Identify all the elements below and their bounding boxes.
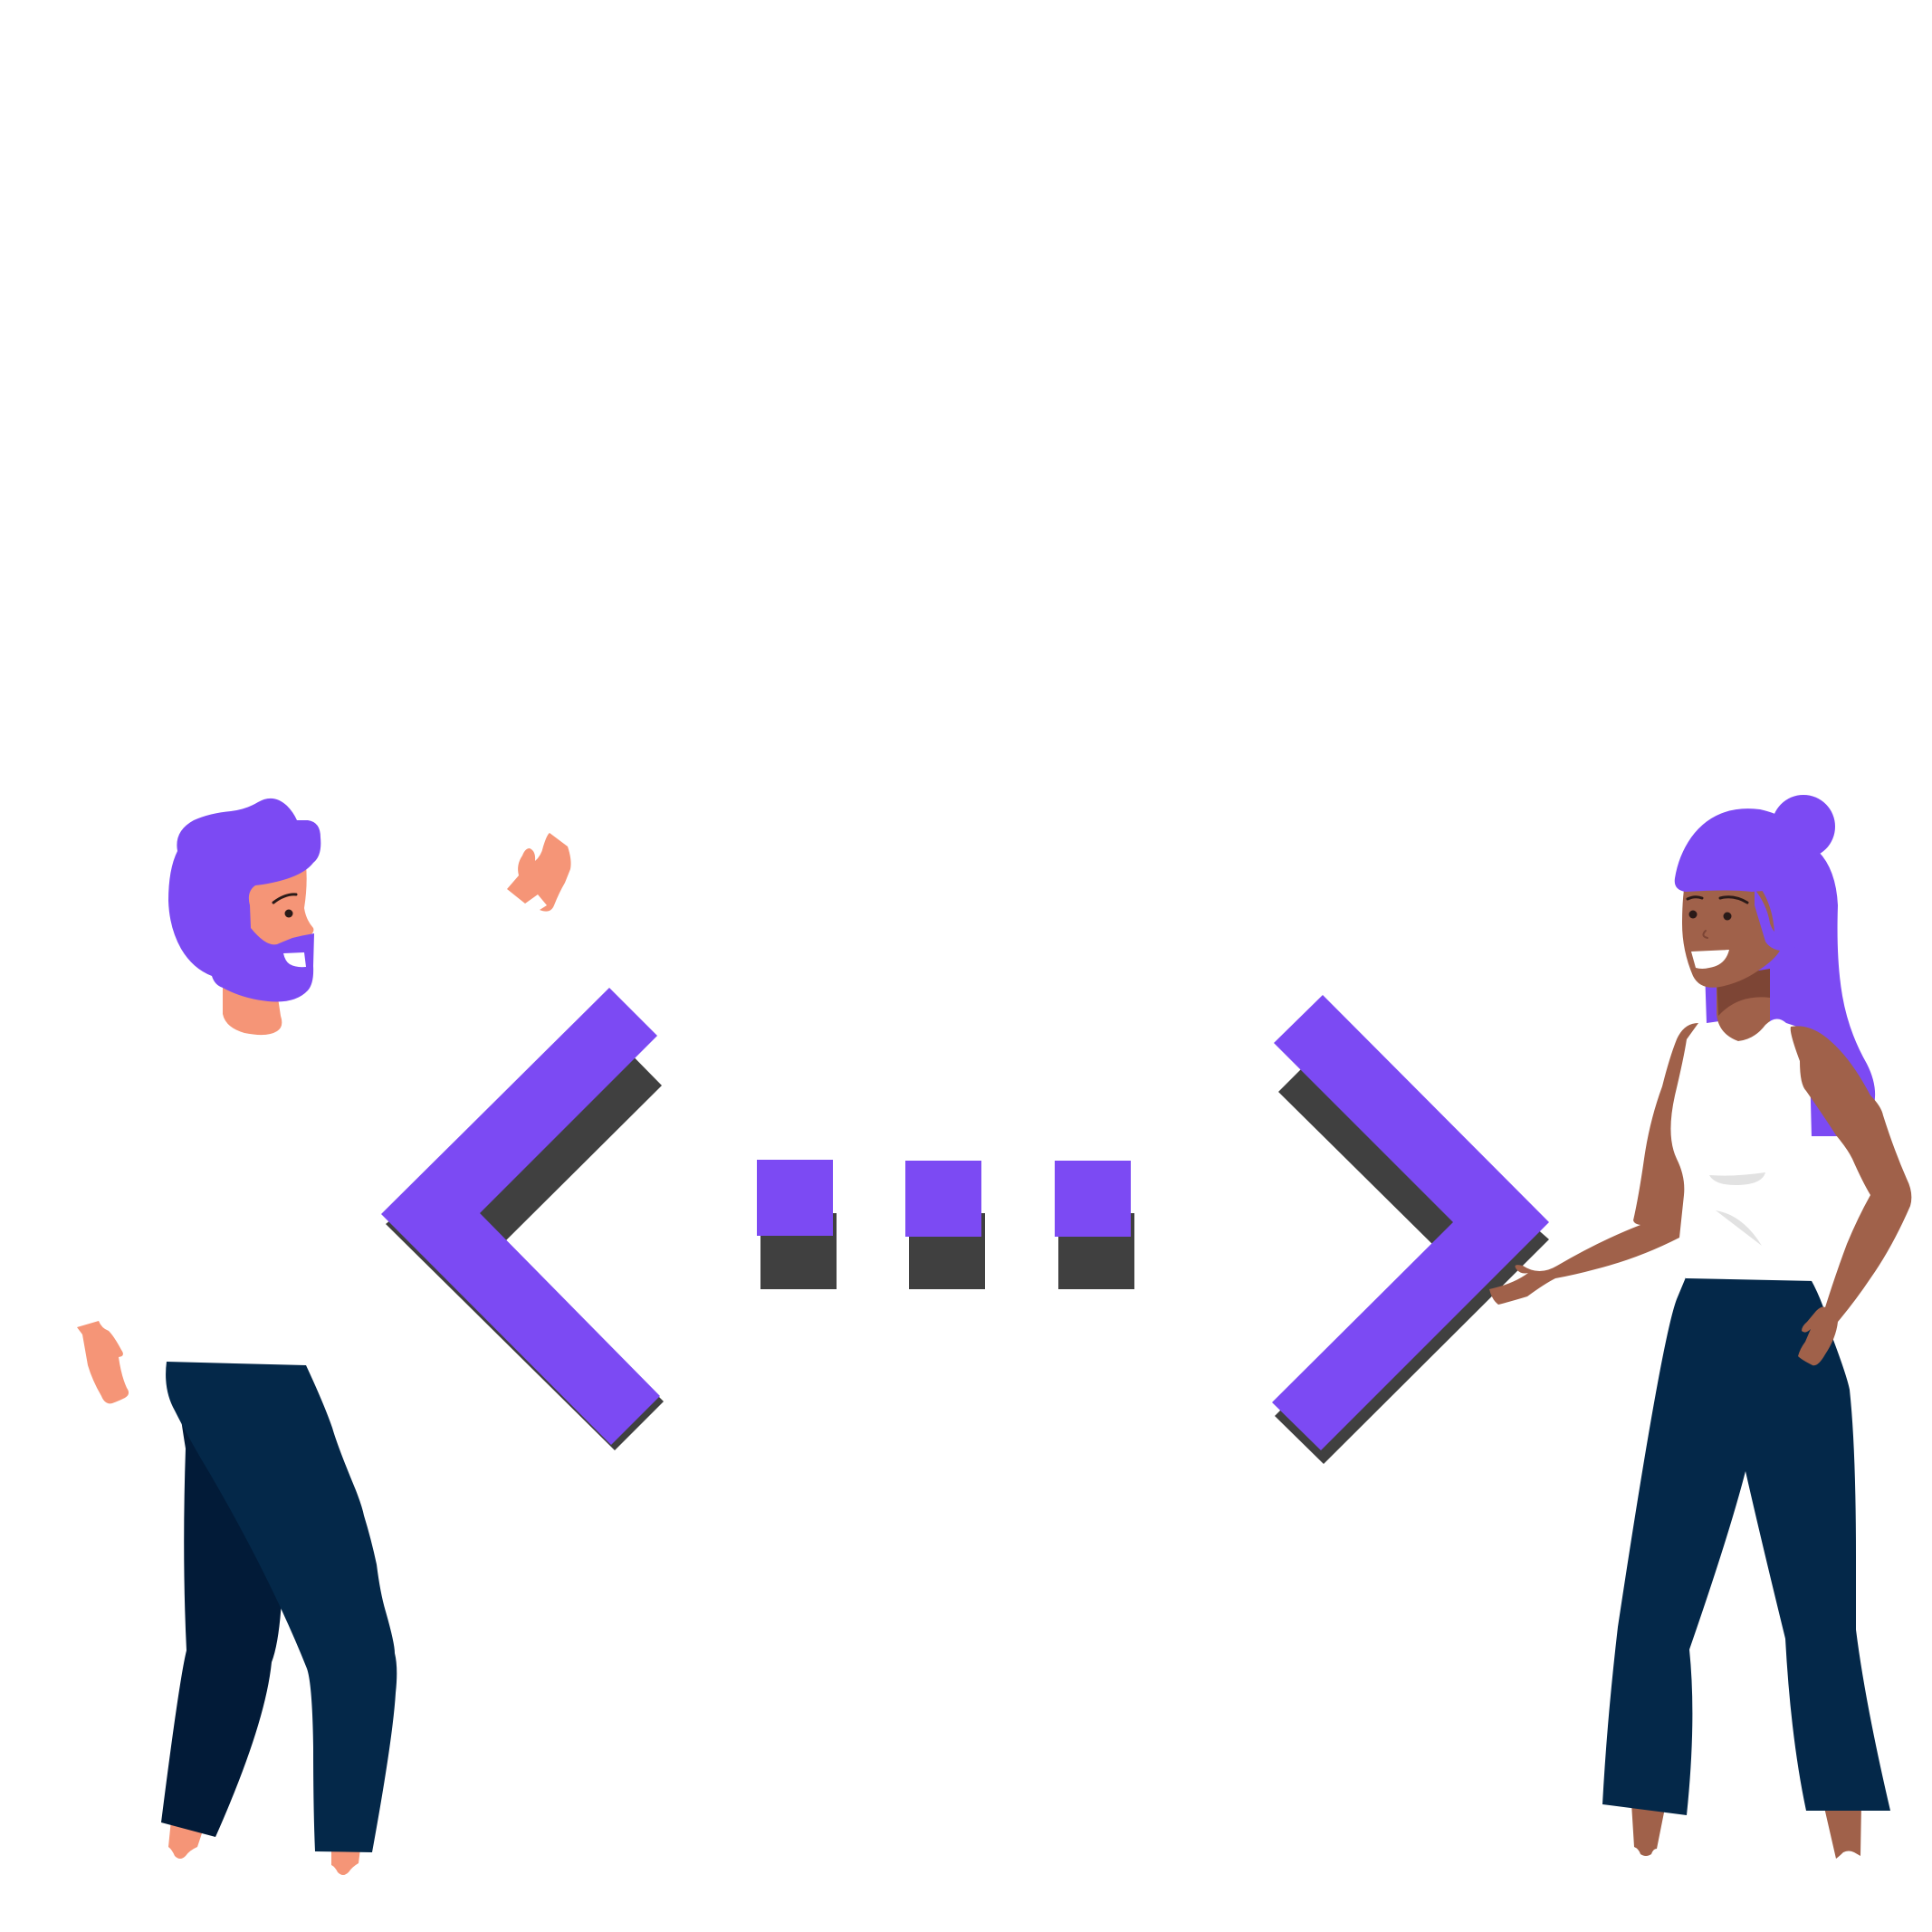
- woman-right-eye: [1723, 912, 1732, 921]
- woman-nose: [1702, 930, 1708, 939]
- ellipsis-dot-2: [905, 1161, 981, 1237]
- right-chevron-icon: [1272, 995, 1549, 1464]
- man-figure: [77, 798, 571, 1875]
- man-hair: [168, 798, 321, 1002]
- man-eye: [284, 909, 293, 918]
- ellipsis-dot-3: [1055, 1161, 1131, 1237]
- woman-pants: [1602, 1277, 1890, 1815]
- woman-shirt-fold: [1716, 1210, 1762, 1246]
- man-raised-hand: [507, 833, 571, 912]
- left-chevron-shape: [381, 988, 660, 1445]
- woman-left-eyebrow: [1686, 895, 1704, 901]
- woman-left-foot: [1631, 1803, 1666, 1856]
- ellipsis-icon: [757, 1160, 1134, 1289]
- woman-right-foot: [1823, 1803, 1861, 1859]
- woman-hip-arm: [1790, 1026, 1912, 1366]
- woman-hair-bun: [1772, 795, 1835, 858]
- man-eyebrow: [272, 893, 298, 904]
- woman-hair-side: [1755, 889, 1804, 952]
- man-mouth: [283, 952, 306, 968]
- woman-shirt-pocket: [1709, 1172, 1765, 1185]
- ellipsis-dot-1: [757, 1160, 833, 1236]
- woman-left-eye: [1688, 910, 1698, 919]
- man-lower-hand: [77, 1321, 129, 1404]
- woman-right-eyebrow: [1718, 895, 1749, 904]
- woman-pointing-arm: [1489, 1023, 1698, 1305]
- left-chevron-icon: [381, 988, 664, 1450]
- woman-mouth: [1691, 950, 1729, 969]
- woman-figure: [1489, 795, 1912, 1859]
- man-front-leg: [166, 1362, 397, 1852]
- right-chevron-shape: [1272, 995, 1549, 1450]
- woman-shirt: [1671, 1019, 1815, 1281]
